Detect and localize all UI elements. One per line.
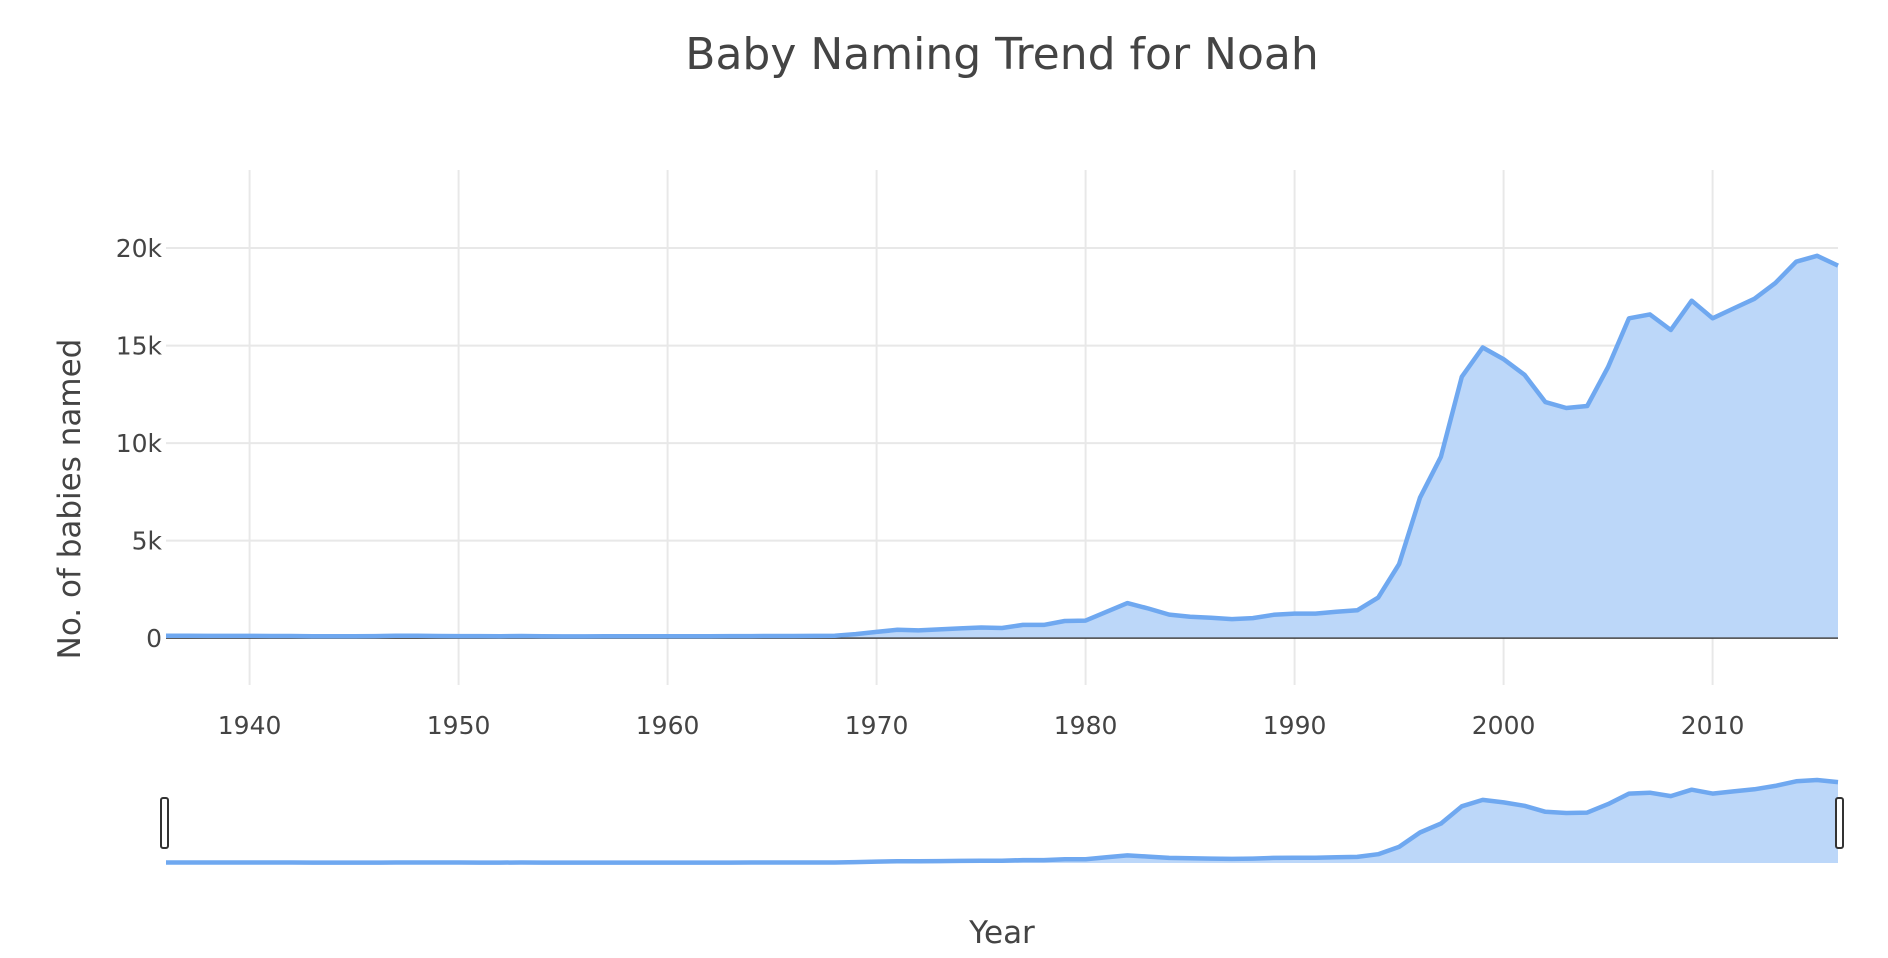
- x-tick-label: 1940: [218, 711, 282, 740]
- x-tick-label: 1990: [1263, 711, 1327, 740]
- x-axis-ticks: 1940 1950 1960 1970 1980 1990 2000 2010: [218, 711, 1745, 740]
- series-line: [166, 253, 1839, 639]
- x-tick-label: 2010: [1681, 711, 1745, 740]
- range-slider-left-handle[interactable]: [160, 797, 169, 849]
- x-tick-label: 1980: [1054, 711, 1118, 740]
- y-tick-label: 10k: [116, 429, 163, 458]
- x-tick-label: 1970: [845, 711, 909, 740]
- range-slider-right-handle[interactable]: [1835, 797, 1844, 849]
- range-slider[interactable]: [160, 777, 1844, 865]
- y-tick-label: 5k: [132, 527, 163, 556]
- x-tick-label: 1960: [636, 711, 700, 740]
- x-axis-title: Year: [968, 915, 1035, 951]
- y-tick-label: 20k: [116, 234, 163, 263]
- series-area-fill: [166, 255, 1838, 639]
- x-tick-label: 2000: [1472, 711, 1536, 740]
- range-slider-area: [166, 780, 1838, 863]
- range-slider-line: [166, 777, 1839, 865]
- y-axis-title: No. of babies named: [52, 339, 88, 660]
- chart-title: Baby Naming Trend for Noah: [685, 29, 1318, 80]
- main-plot[interactable]: [166, 253, 1839, 639]
- y-tick-label: 0: [146, 624, 162, 653]
- y-axis-ticks: 0 5k 10k 15k 20k: [116, 234, 163, 653]
- y-tick-label: 15k: [116, 332, 163, 361]
- x-tick-label: 1950: [427, 711, 491, 740]
